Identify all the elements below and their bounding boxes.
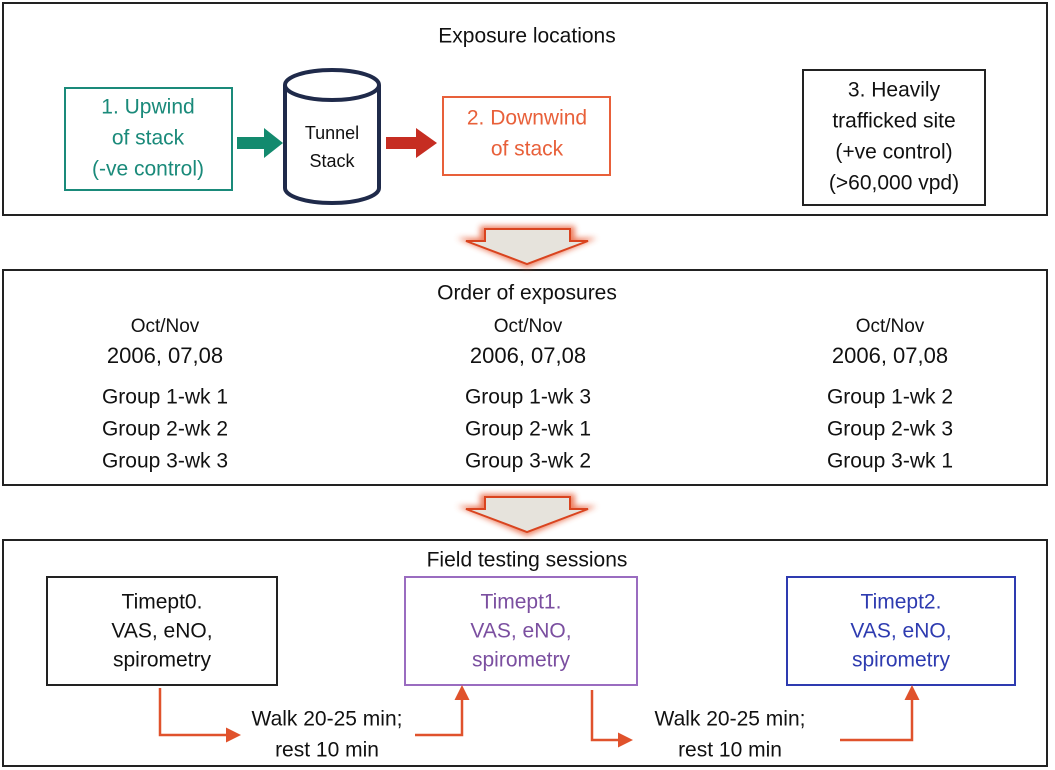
years: 2006, 07,08 [470, 343, 586, 368]
years: 2006, 07,08 [832, 343, 948, 368]
trafficked-box [802, 69, 986, 206]
timepoint: Timept2. [861, 591, 942, 614]
group: Group 3-wk 2 [465, 450, 591, 473]
period: Oct/Nov [131, 316, 200, 337]
timepoint: VAS, eNO, [470, 620, 571, 643]
timepoint: Timept1. [481, 591, 562, 614]
group: Group 2-wk 3 [827, 418, 953, 441]
group: Group 3-wk 1 [827, 450, 953, 473]
down-arrow [457, 226, 597, 268]
site-label: trafficked site [832, 110, 955, 133]
panel [2, 2, 1048, 216]
interval: Walk 20-25 min; [655, 708, 806, 731]
stack-cylinder [283, 85, 381, 205]
panel-title: Field testing sessions [427, 549, 628, 572]
site-label: of stack [491, 138, 564, 161]
downwind-box [442, 96, 611, 176]
panel-title: Order of exposures [437, 282, 617, 305]
years: 2006, 07,08 [107, 343, 223, 368]
site-label: 3. Heavily [848, 79, 941, 102]
panel [2, 539, 1048, 767]
site-label: 2. Downwind [467, 107, 587, 130]
timepoint: spirometry [472, 649, 571, 672]
timepoint: VAS, eNO, [850, 620, 951, 643]
site-label: (>60,000 vpd) [829, 172, 959, 195]
group: Group 1-wk 1 [102, 386, 228, 409]
timepoint: spirometry [113, 649, 212, 672]
timepoint: VAS, eNO, [111, 620, 212, 643]
group: Group 2-wk 2 [102, 418, 228, 441]
group: Group 2-wk 1 [465, 418, 591, 441]
arrow [386, 128, 437, 158]
interval: rest 10 min [275, 739, 379, 762]
timepoint-box [404, 576, 638, 686]
down-arrow [457, 494, 597, 536]
site-label: (-ve control) [92, 158, 204, 181]
panel-title: Exposure locations [438, 25, 615, 48]
site-label: (+ve control) [835, 141, 952, 164]
group: Group 3-wk 3 [102, 450, 228, 473]
timepoint: Timept0. [122, 591, 203, 614]
site-label: 1. Upwind [101, 96, 194, 119]
timepoint-box [786, 576, 1016, 686]
period: Oct/Nov [494, 316, 563, 337]
stack-label: Tunnel [305, 123, 359, 143]
interval: rest 10 min [678, 739, 782, 762]
flow-arrows [158, 685, 920, 748]
stack-top [283, 68, 381, 102]
arrow [237, 128, 283, 158]
timepoint: spirometry [852, 649, 951, 672]
interval: Walk 20-25 min; [252, 708, 403, 731]
timepoint-box [46, 576, 278, 686]
period: Oct/Nov [856, 316, 925, 337]
group: Group 1-wk 2 [827, 386, 953, 409]
upwind-box [64, 87, 233, 191]
panel [2, 269, 1048, 486]
site-label: of stack [112, 127, 185, 150]
stack-label: Stack [309, 151, 355, 171]
group: Group 1-wk 3 [465, 386, 591, 409]
